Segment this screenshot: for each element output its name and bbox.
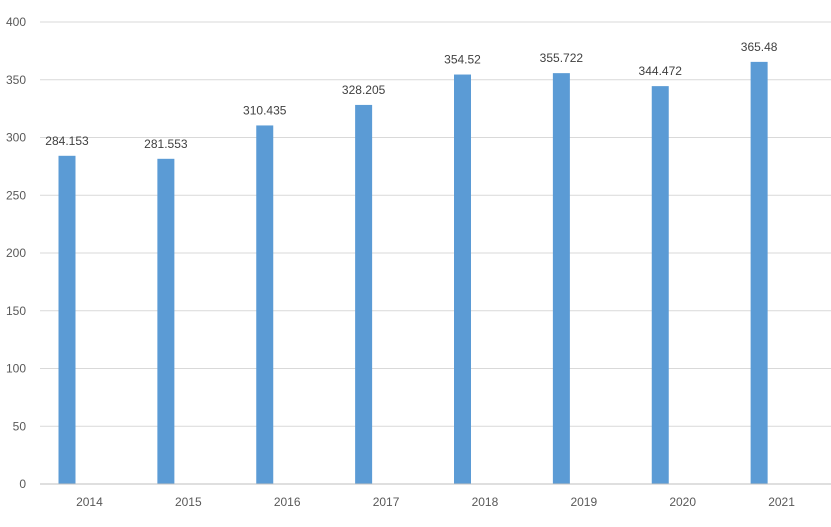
bar-2014	[58, 155, 76, 484]
y-tick-label: 100	[6, 362, 26, 376]
x-tick-label: 2019	[570, 495, 597, 509]
bar-2018	[454, 74, 471, 484]
x-tick-label: 2014	[76, 495, 103, 509]
x-tick-label: 2015	[175, 495, 202, 509]
y-axis-tick-labels: 0 50 100 150 200 250 300 350 400	[6, 15, 26, 491]
x-tick-label: 2021	[768, 495, 795, 509]
y-tick-label: 250	[6, 188, 26, 202]
bar-2021	[750, 61, 768, 484]
data-label-2021: 365.48	[741, 40, 778, 54]
data-labels: 284.153 281.553 310.435 328.205 354.52 355.72…	[45, 40, 777, 151]
x-tick-label: 2016	[274, 495, 301, 509]
bar-2016	[256, 125, 274, 485]
bar-2017	[355, 104, 373, 485]
bar-2020	[651, 86, 669, 485]
y-tick-label: 0	[19, 477, 26, 491]
y-tick-label: 150	[6, 304, 26, 318]
x-tick-label: 2018	[472, 495, 499, 509]
y-tick-label: 400	[6, 15, 26, 29]
data-label-2018: 354.52	[444, 53, 481, 67]
y-tick-label: 350	[6, 73, 26, 87]
y-tick-label: 300	[6, 131, 26, 145]
x-axis-tick-labels: 2014 2015 2016 2017 2018 2019 2020 2021	[76, 495, 795, 509]
bar-2019	[552, 73, 570, 485]
data-label-2017: 328.205	[342, 83, 386, 97]
x-tick-label: 2017	[373, 495, 400, 509]
y-tick-label: 50	[13, 419, 27, 433]
x-tick-label: 2020	[669, 495, 696, 509]
y-tick-label: 200	[6, 246, 26, 260]
data-label-2016: 310.435	[243, 103, 287, 117]
data-label-2015: 281.553	[144, 137, 188, 151]
data-label-2014: 284.153	[45, 134, 89, 148]
bars	[58, 61, 768, 485]
bar-2015	[157, 158, 175, 485]
data-label-2020: 344.472	[639, 64, 683, 78]
data-label-2019: 355.722	[540, 51, 584, 65]
